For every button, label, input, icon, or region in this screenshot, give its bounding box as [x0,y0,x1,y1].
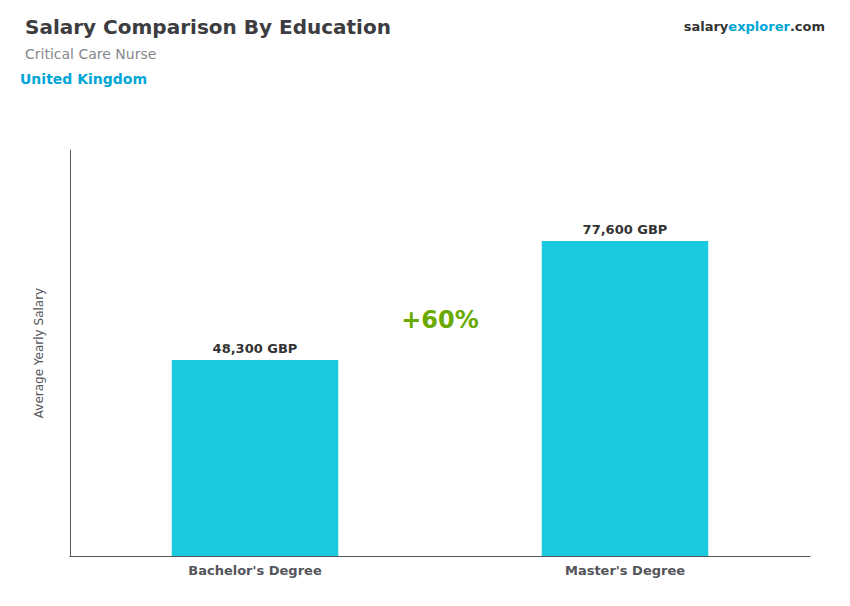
svg-text:Master's Degree: Master's Degree [565,563,685,578]
svg-text:Salary Comparison By Education: Salary Comparison By Education [25,15,391,39]
svg-text:Critical Care Nurse: Critical Care Nurse [25,46,156,62]
svg-text:United Kingdom: United Kingdom [20,71,147,87]
svg-text:salary: salary [684,19,729,34]
svg-text:Bachelor's Degree: Bachelor's Degree [188,563,322,578]
svg-text:Average Yearly Salary: Average Yearly Salary [32,288,46,418]
svg-text:+60%: +60% [401,306,479,334]
svg-text:48,300 GBP: 48,300 GBP [213,341,298,356]
svg-text:77,600 GBP: 77,600 GBP [583,222,668,237]
svg-text:explorer: explorer [728,19,790,34]
svg-text:.com: .com [790,19,825,34]
